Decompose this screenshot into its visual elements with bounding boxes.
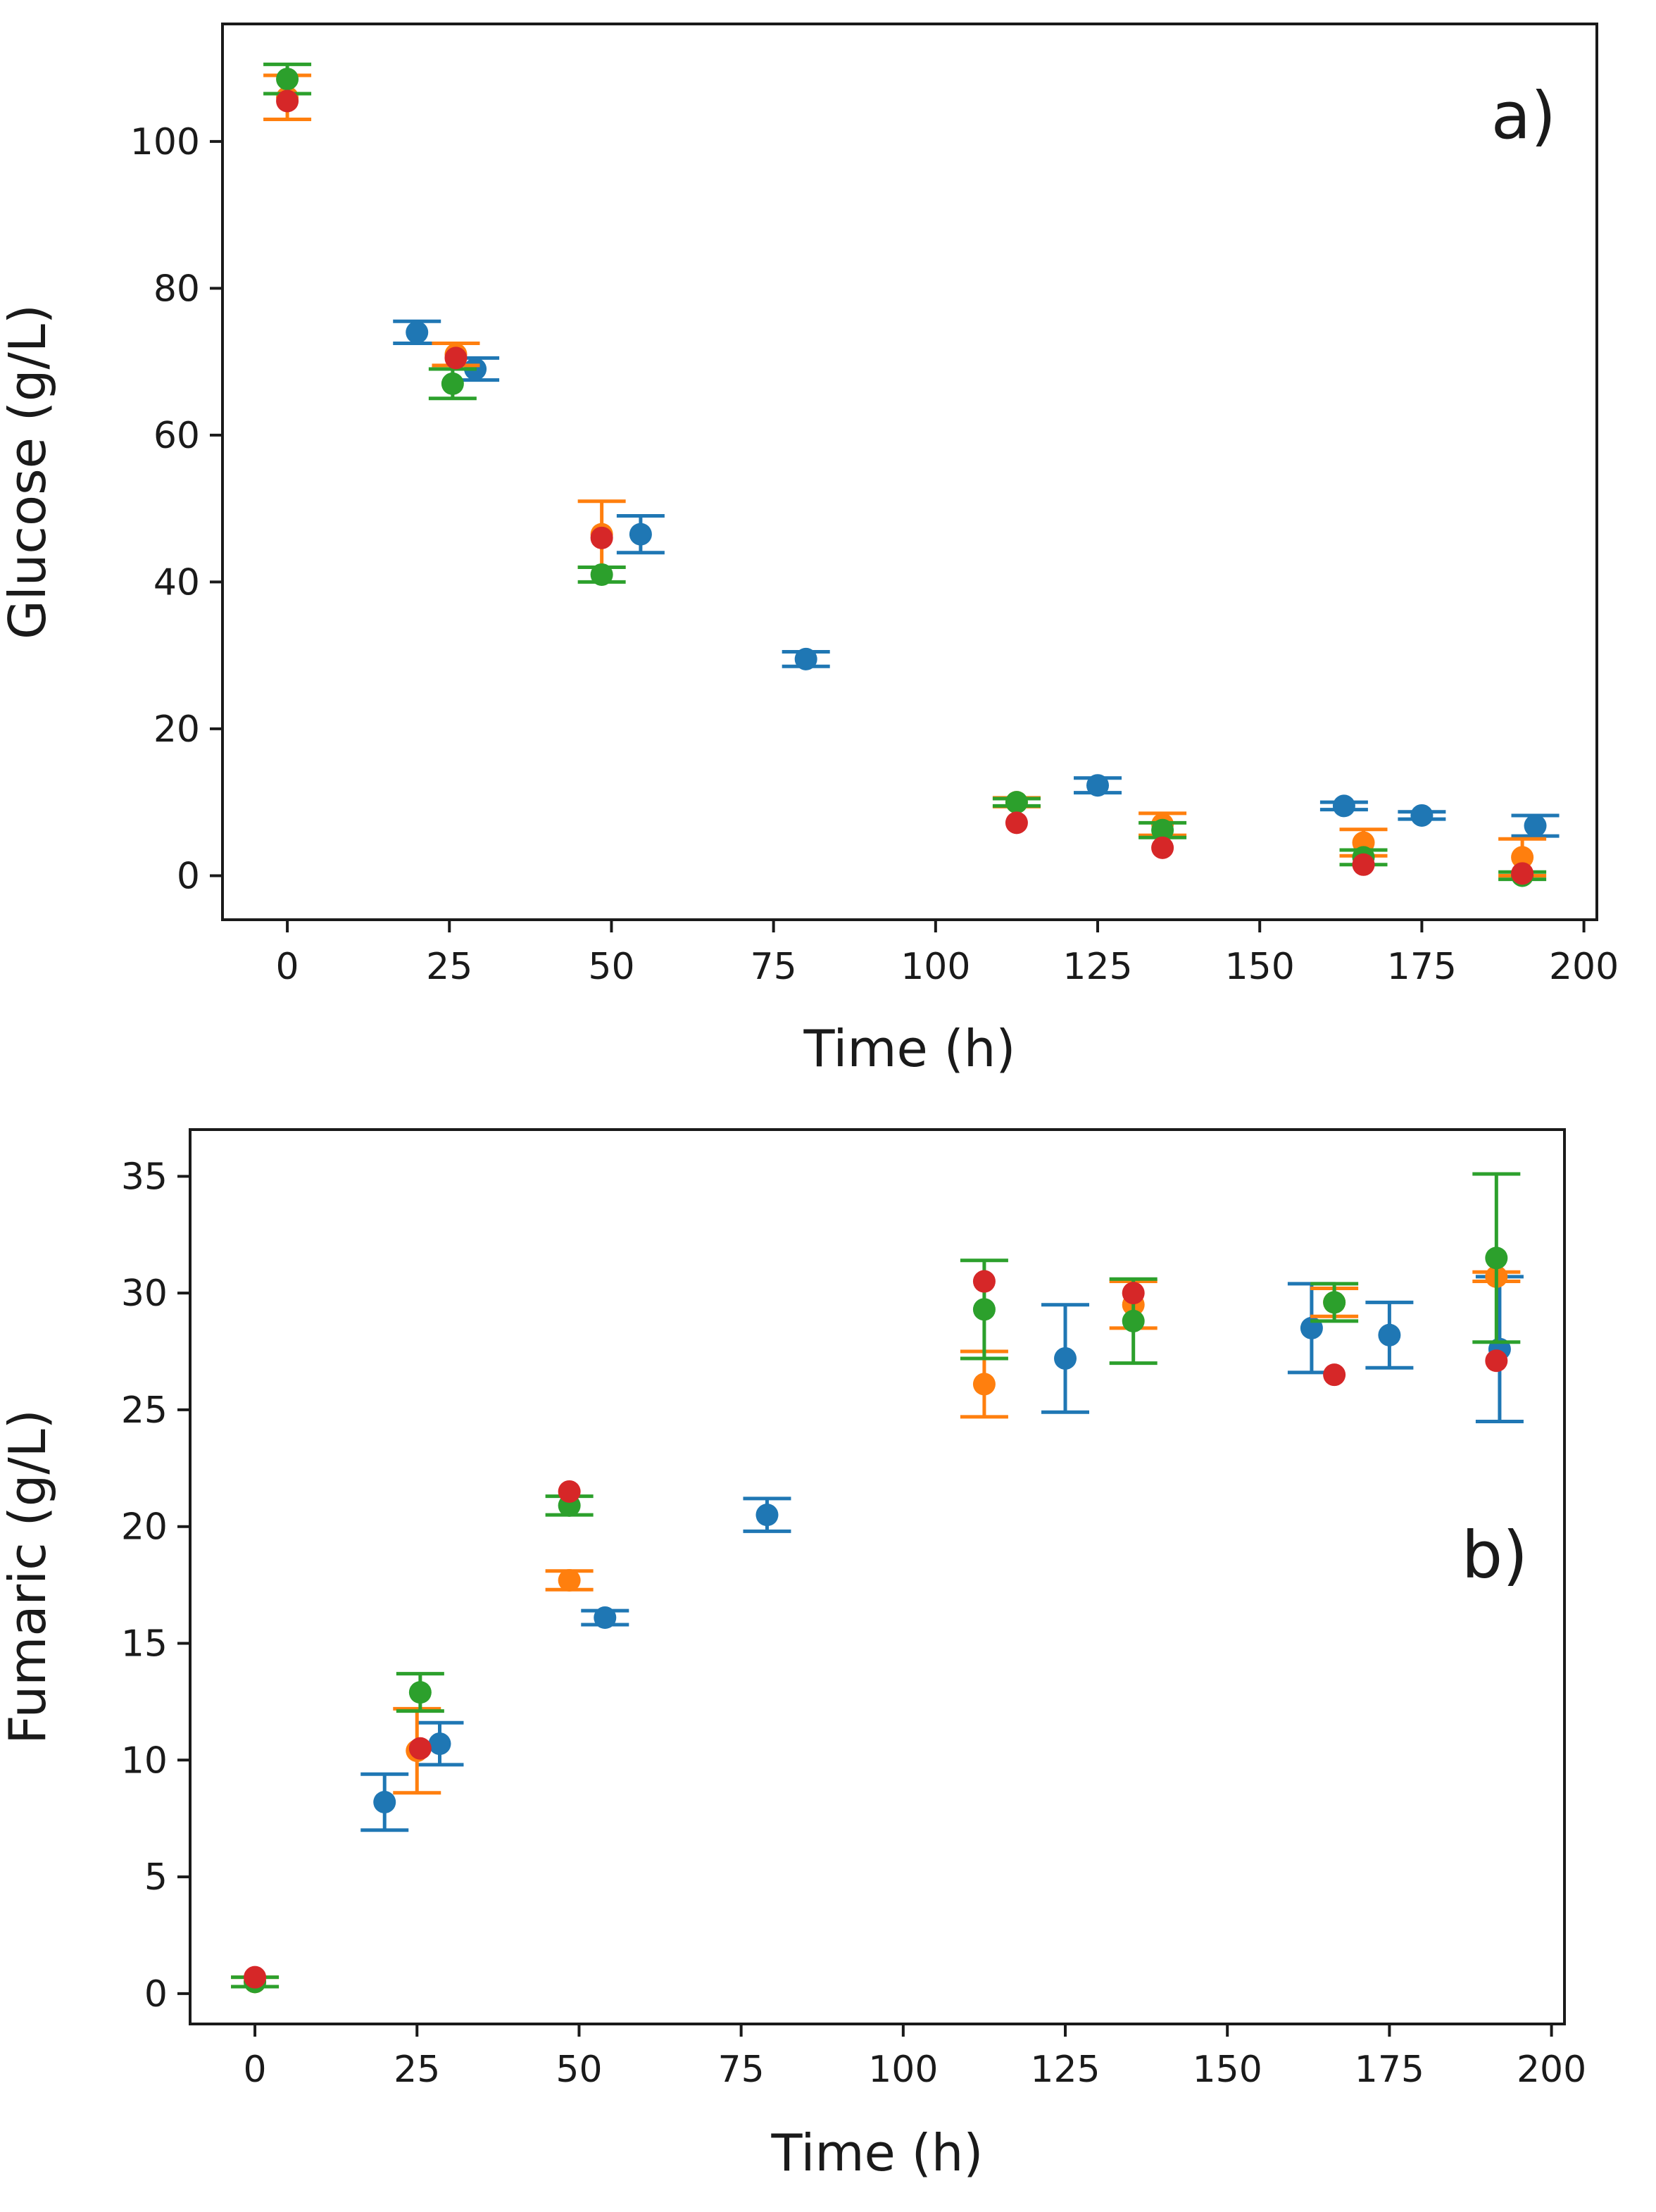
data-point (558, 1480, 581, 1503)
series-red (244, 1270, 1508, 1989)
data-point (1378, 1323, 1401, 1346)
data-point (1122, 1309, 1145, 1332)
panel-label: a) (1491, 78, 1556, 154)
x-tick-label: 100 (901, 946, 970, 988)
y-tick-label: 5 (144, 1856, 168, 1899)
data-point (1005, 811, 1028, 835)
x-axis-title: Time (h) (771, 2123, 984, 2182)
data-point (972, 1373, 996, 1396)
y-tick-label: 25 (121, 1389, 168, 1432)
data-point (755, 1504, 779, 1527)
data-point (1005, 791, 1028, 814)
series-orange (263, 73, 1547, 877)
x-tick-label: 0 (244, 2049, 267, 2091)
y-axis-title: Glucose (g/L) (0, 304, 57, 639)
data-point (1151, 836, 1174, 859)
y-tick-label: 20 (121, 1506, 168, 1549)
data-point (1410, 804, 1434, 827)
series-green (231, 1172, 1521, 1994)
x-tick-label: 50 (588, 946, 634, 988)
data-point (1485, 1246, 1508, 1270)
data-point (1524, 814, 1547, 837)
data-point (1485, 1349, 1508, 1373)
data-point (444, 346, 468, 370)
x-tick-label: 150 (1225, 946, 1295, 988)
y-tick-label: 80 (153, 268, 200, 310)
x-axis-title: Time (h) (803, 1019, 1016, 1078)
data-point (441, 372, 464, 395)
panel-label: b) (1462, 1518, 1528, 1593)
x-tick-label: 25 (394, 2049, 440, 2091)
y-tick-label: 0 (177, 855, 200, 897)
x-tick-label: 50 (556, 2049, 602, 2091)
x-tick-label: 175 (1355, 2049, 1424, 2091)
data-point (972, 1270, 996, 1293)
x-tick-label: 0 (276, 946, 299, 988)
data-point (406, 320, 429, 344)
plot-frame (221, 23, 1598, 921)
data-point (1323, 1291, 1346, 1314)
y-tick-label: 0 (144, 1973, 168, 2016)
data-point (244, 1966, 267, 1989)
data-point (428, 1732, 451, 1756)
data-point (629, 523, 652, 546)
data-point (276, 89, 299, 113)
data-point (276, 68, 299, 91)
x-tick-label: 175 (1387, 946, 1457, 988)
x-tick-label: 200 (1517, 2049, 1586, 2091)
data-point (794, 647, 817, 670)
data-point (408, 1737, 432, 1760)
y-tick-label: 40 (153, 561, 200, 604)
data-point (594, 1606, 617, 1630)
fumaric-panel: 0 25 50 75 100 125 150 175 200 0 5 10 15 20 25 30 35 Time… (0, 1128, 1586, 2182)
y-axis-title: Fumaric (g/L) (0, 1409, 57, 1744)
data-point (558, 1568, 581, 1592)
data-point (1122, 1282, 1145, 1305)
x-tick-label: 75 (718, 2049, 765, 2091)
y-tick-label: 10 (121, 1739, 168, 1782)
data-point (590, 526, 613, 549)
data-point (972, 1298, 996, 1321)
data-point (408, 1681, 432, 1704)
data-point (1511, 846, 1534, 869)
series-red (276, 89, 1534, 885)
data-point (1323, 1363, 1346, 1387)
data-point (1332, 794, 1355, 818)
y-tick-label: 30 (121, 1273, 168, 1315)
data-point (1086, 774, 1110, 797)
y-tick-label: 60 (153, 415, 200, 457)
series-blue (360, 1275, 1524, 1832)
series-green (263, 62, 1547, 887)
x-tick-label: 125 (1062, 946, 1132, 988)
plot-frame (189, 1128, 1566, 2025)
glucose-panel: 0 25 50 75 100 125 150 175 200 0 20 40 60 80 100 Time (… (0, 23, 1619, 1078)
data-point (1151, 818, 1174, 842)
data-point (590, 563, 613, 586)
x-tick-label: 75 (751, 946, 797, 988)
data-point (1352, 853, 1375, 876)
y-tick-label: 35 (121, 1156, 168, 1198)
data-point (1511, 862, 1534, 885)
data-point (373, 1790, 396, 1813)
series-blue (393, 319, 1560, 838)
y-tick-label: 100 (130, 121, 200, 163)
y-tick-label: 20 (153, 708, 200, 751)
x-tick-label: 200 (1549, 946, 1619, 988)
y-tick-label: 15 (121, 1623, 168, 1666)
data-point (1054, 1346, 1077, 1370)
x-tick-label: 125 (1030, 2049, 1100, 2091)
x-tick-label: 100 (868, 2049, 938, 2091)
x-tick-label: 25 (426, 946, 472, 988)
x-tick-label: 150 (1193, 2049, 1262, 2091)
